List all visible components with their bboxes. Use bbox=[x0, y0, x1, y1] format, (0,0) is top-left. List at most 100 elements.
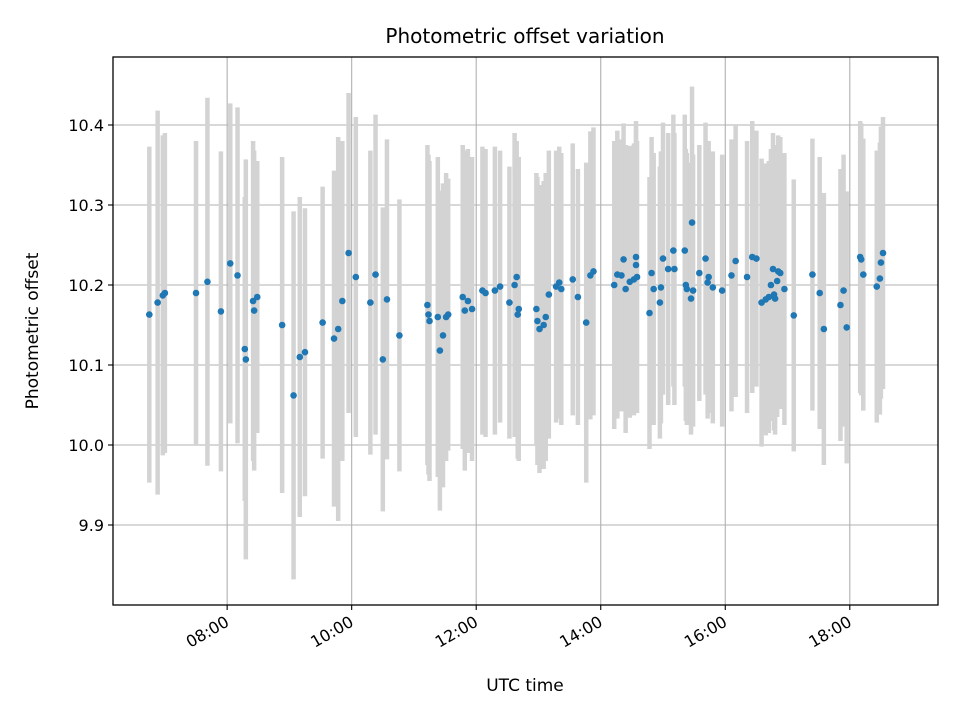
data-point bbox=[790, 312, 798, 319]
data-point bbox=[664, 265, 672, 273]
data-point bbox=[618, 272, 625, 279]
data-point bbox=[425, 311, 432, 318]
data-point bbox=[434, 313, 442, 321]
data-point bbox=[702, 255, 709, 262]
data-point bbox=[859, 271, 867, 278]
data-point bbox=[192, 289, 200, 297]
x-axis-label: UTC time bbox=[486, 676, 564, 696]
data-point bbox=[515, 305, 523, 313]
data-point bbox=[296, 353, 304, 361]
data-point bbox=[776, 269, 784, 277]
data-point bbox=[241, 345, 249, 353]
data-point bbox=[226, 260, 234, 267]
data-point bbox=[496, 283, 504, 290]
data-point bbox=[843, 324, 850, 331]
data-point bbox=[590, 268, 597, 275]
y-tick-label: 10.4 bbox=[68, 116, 104, 135]
data-point bbox=[439, 332, 447, 339]
data-point bbox=[873, 283, 881, 290]
data-point bbox=[482, 289, 489, 297]
y-tick-label: 10.0 bbox=[68, 436, 104, 455]
data-point bbox=[569, 276, 577, 283]
data-point bbox=[633, 273, 641, 281]
data-point bbox=[876, 275, 884, 282]
data-point bbox=[249, 297, 257, 305]
data-point bbox=[765, 293, 773, 301]
data-point bbox=[352, 273, 360, 281]
data-point bbox=[659, 255, 667, 262]
data-point bbox=[536, 325, 543, 333]
data-point bbox=[648, 269, 655, 277]
data-point bbox=[436, 347, 444, 354]
data-point bbox=[555, 279, 563, 286]
data-point bbox=[558, 285, 565, 293]
data-point bbox=[367, 299, 374, 306]
y-axis-ticks: 9.9 10.0 10.1 10.2 10.3 10.4 bbox=[68, 116, 113, 535]
data-point bbox=[154, 299, 161, 306]
data-point bbox=[820, 325, 828, 333]
plot-frame bbox=[112, 56, 939, 606]
data-point bbox=[728, 272, 735, 279]
data-point bbox=[879, 249, 887, 257]
data-point bbox=[468, 305, 476, 313]
data-point bbox=[146, 311, 153, 318]
data-point bbox=[610, 281, 618, 289]
data-point bbox=[650, 285, 657, 293]
data-point bbox=[877, 259, 885, 266]
data-point bbox=[743, 273, 751, 281]
data-point bbox=[290, 392, 297, 399]
data-point bbox=[781, 285, 788, 293]
data-point bbox=[461, 307, 469, 314]
data-point bbox=[506, 299, 513, 306]
data-point bbox=[683, 285, 691, 293]
data-point bbox=[426, 317, 433, 325]
data-point bbox=[511, 281, 518, 289]
y-axis-label: Photometric offset bbox=[23, 252, 43, 409]
data-point bbox=[204, 278, 211, 286]
data-point bbox=[396, 332, 403, 339]
data-point bbox=[514, 311, 522, 318]
y-tick-label: 10.2 bbox=[68, 276, 104, 295]
data-point bbox=[753, 255, 760, 262]
data-point bbox=[620, 256, 627, 263]
data-point bbox=[632, 253, 640, 261]
data-point bbox=[334, 325, 342, 333]
data-point bbox=[857, 256, 865, 263]
data-point bbox=[718, 287, 726, 294]
data-point bbox=[491, 287, 499, 294]
data-point bbox=[767, 281, 775, 289]
data-point bbox=[345, 249, 352, 257]
data-point bbox=[837, 301, 844, 309]
data-points bbox=[146, 219, 887, 399]
data-point bbox=[234, 272, 241, 279]
data-point bbox=[773, 277, 781, 285]
data-point bbox=[671, 265, 678, 273]
data-point bbox=[632, 261, 640, 269]
data-point bbox=[278, 321, 286, 329]
data-point bbox=[372, 271, 379, 278]
data-point bbox=[444, 311, 452, 318]
data-point bbox=[253, 293, 261, 301]
data-point bbox=[379, 356, 387, 363]
data-point bbox=[687, 295, 695, 302]
data-point bbox=[534, 317, 541, 325]
data-point bbox=[689, 287, 697, 294]
data-point bbox=[688, 219, 696, 226]
data-point bbox=[696, 269, 703, 277]
data-point bbox=[242, 356, 250, 363]
data-point bbox=[459, 293, 467, 301]
data-point bbox=[339, 297, 346, 305]
data-point bbox=[319, 319, 326, 326]
data-point bbox=[709, 284, 717, 291]
data-point bbox=[809, 271, 816, 278]
data-point bbox=[670, 247, 677, 254]
data-point bbox=[545, 291, 553, 298]
data-point bbox=[301, 348, 309, 356]
data-point bbox=[705, 273, 712, 281]
data-point bbox=[771, 295, 779, 302]
data-point bbox=[582, 319, 590, 326]
data-point bbox=[704, 279, 711, 286]
data-point bbox=[732, 257, 739, 265]
